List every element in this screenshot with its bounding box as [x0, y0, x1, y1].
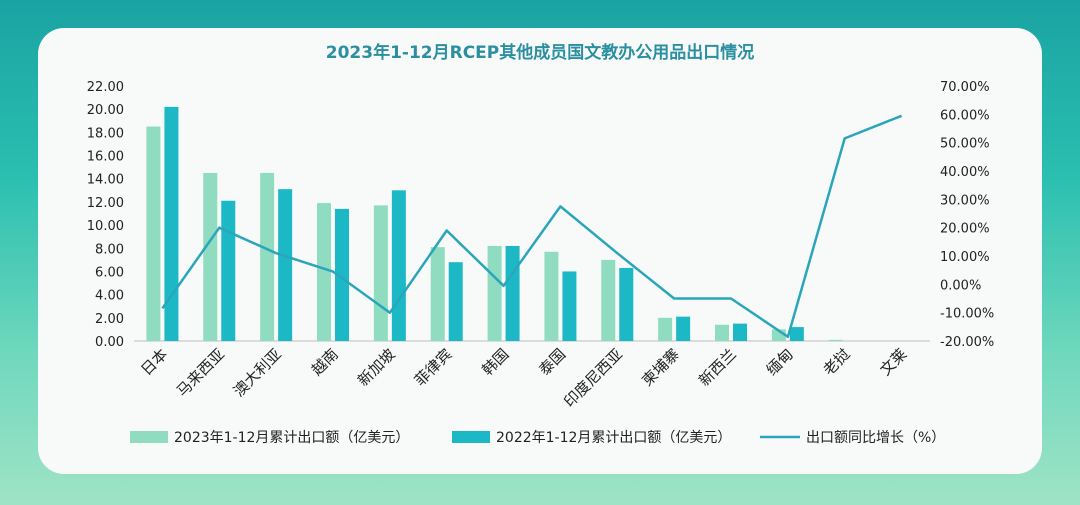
bar-2022: [733, 323, 747, 341]
bar-2022: [278, 189, 293, 341]
bar-2023: [260, 172, 275, 341]
bar-2023: [828, 339, 843, 341]
left-axis-tick-label: 20.00: [87, 103, 124, 118]
category-label: 马来西亚: [173, 345, 228, 400]
bar-2023: [373, 205, 388, 341]
bar-2023: [544, 251, 559, 341]
bar-2022: [676, 316, 691, 341]
right-axis-tick-label: 70.00%: [940, 80, 990, 95]
left-axis-tick-label: 14.00: [87, 173, 124, 188]
right-axis-tick-label: 0.00%: [940, 278, 981, 293]
bar-2022: [789, 327, 804, 341]
bar-2023: [146, 126, 161, 342]
bar-2023: [203, 172, 218, 341]
chart-title: 2023年1-12月RCEP其他成员国文教办公用品出口情况: [326, 42, 755, 63]
legend-swatch-2022: [452, 431, 490, 443]
right-axis-tick-label: 10.00%: [940, 250, 990, 265]
category-label: 韩国: [478, 345, 512, 379]
left-axis-tick-label: 8.00: [95, 242, 124, 257]
category-label: 新加坡: [354, 345, 399, 390]
left-axis-tick-label: 12.00: [87, 196, 124, 211]
category-label: 文莱: [876, 345, 910, 379]
bar-2022: [391, 190, 406, 341]
right-axis-tick-label: -10.00%: [940, 307, 994, 322]
category-label: 泰国: [535, 345, 569, 379]
category-label: 澳大利亚: [230, 345, 285, 400]
left-axis-tick-label: 18.00: [87, 126, 124, 141]
bar-2023: [487, 245, 502, 341]
category-label: 缅甸: [763, 345, 797, 379]
right-axis-tick-label: 30.00%: [940, 193, 990, 208]
bar-2022: [164, 106, 179, 341]
legend-label-growth: 出口额同比增长（%）: [806, 430, 945, 446]
legend-label-2022: 2022年1-12月累计出口额（亿美元）: [496, 430, 731, 446]
bar-2022: [619, 267, 634, 341]
right-axis-tick-label: 40.00%: [940, 165, 990, 180]
bar-2023: [771, 329, 786, 341]
bar-2023: [317, 203, 331, 341]
left-axis-tick-label: 6.00: [95, 265, 124, 280]
category-label: 印度尼西亚: [560, 345, 626, 411]
bar-2022: [221, 200, 236, 341]
bar-2022: [335, 208, 349, 341]
right-axis-tick-label: 60.00%: [940, 108, 990, 123]
left-axis-tick-label: 22.00: [87, 80, 124, 95]
legend-swatch-2023: [130, 431, 168, 443]
bar-2023: [715, 324, 729, 341]
left-axis-tick-label: 0.00: [95, 335, 124, 350]
category-label: 老挝: [820, 345, 854, 379]
left-axis-tick-label: 10.00: [87, 219, 124, 234]
bar-2022: [505, 245, 520, 341]
bar-2023: [430, 247, 445, 341]
category-label: 新西兰: [695, 345, 740, 390]
left-axis-tick-label: 16.00: [87, 150, 124, 165]
bar-2022: [562, 271, 577, 341]
category-label: 越南: [308, 345, 342, 379]
category-label: 菲律宾: [411, 345, 456, 390]
left-axis-tick-label: 2.00: [95, 312, 124, 327]
left-axis-tick-label: 4.00: [95, 289, 124, 304]
right-axis-tick-label: 20.00%: [940, 222, 990, 237]
bar-2022: [448, 262, 463, 341]
bar-2023: [601, 259, 616, 341]
right-axis-tick-label: -20.00%: [940, 335, 994, 350]
category-label: 柬埔寨: [638, 345, 683, 390]
export-chart: 2023年1-12月RCEP其他成员国文教办公用品出口情况 0.00 2.00 4.0…: [87, 42, 994, 446]
chart-card: 2023年1-12月RCEP其他成员国文教办公用品出口情况 0.00 2.00 4.0…: [38, 28, 1042, 474]
category-label: 日本: [137, 345, 171, 379]
growth-line: [161, 114, 903, 339]
right-axis-tick-label: 50.00%: [940, 137, 990, 152]
bar-2023: [658, 317, 673, 341]
legend-label-2023: 2023年1-12月累计出口额（亿美元）: [174, 430, 409, 446]
